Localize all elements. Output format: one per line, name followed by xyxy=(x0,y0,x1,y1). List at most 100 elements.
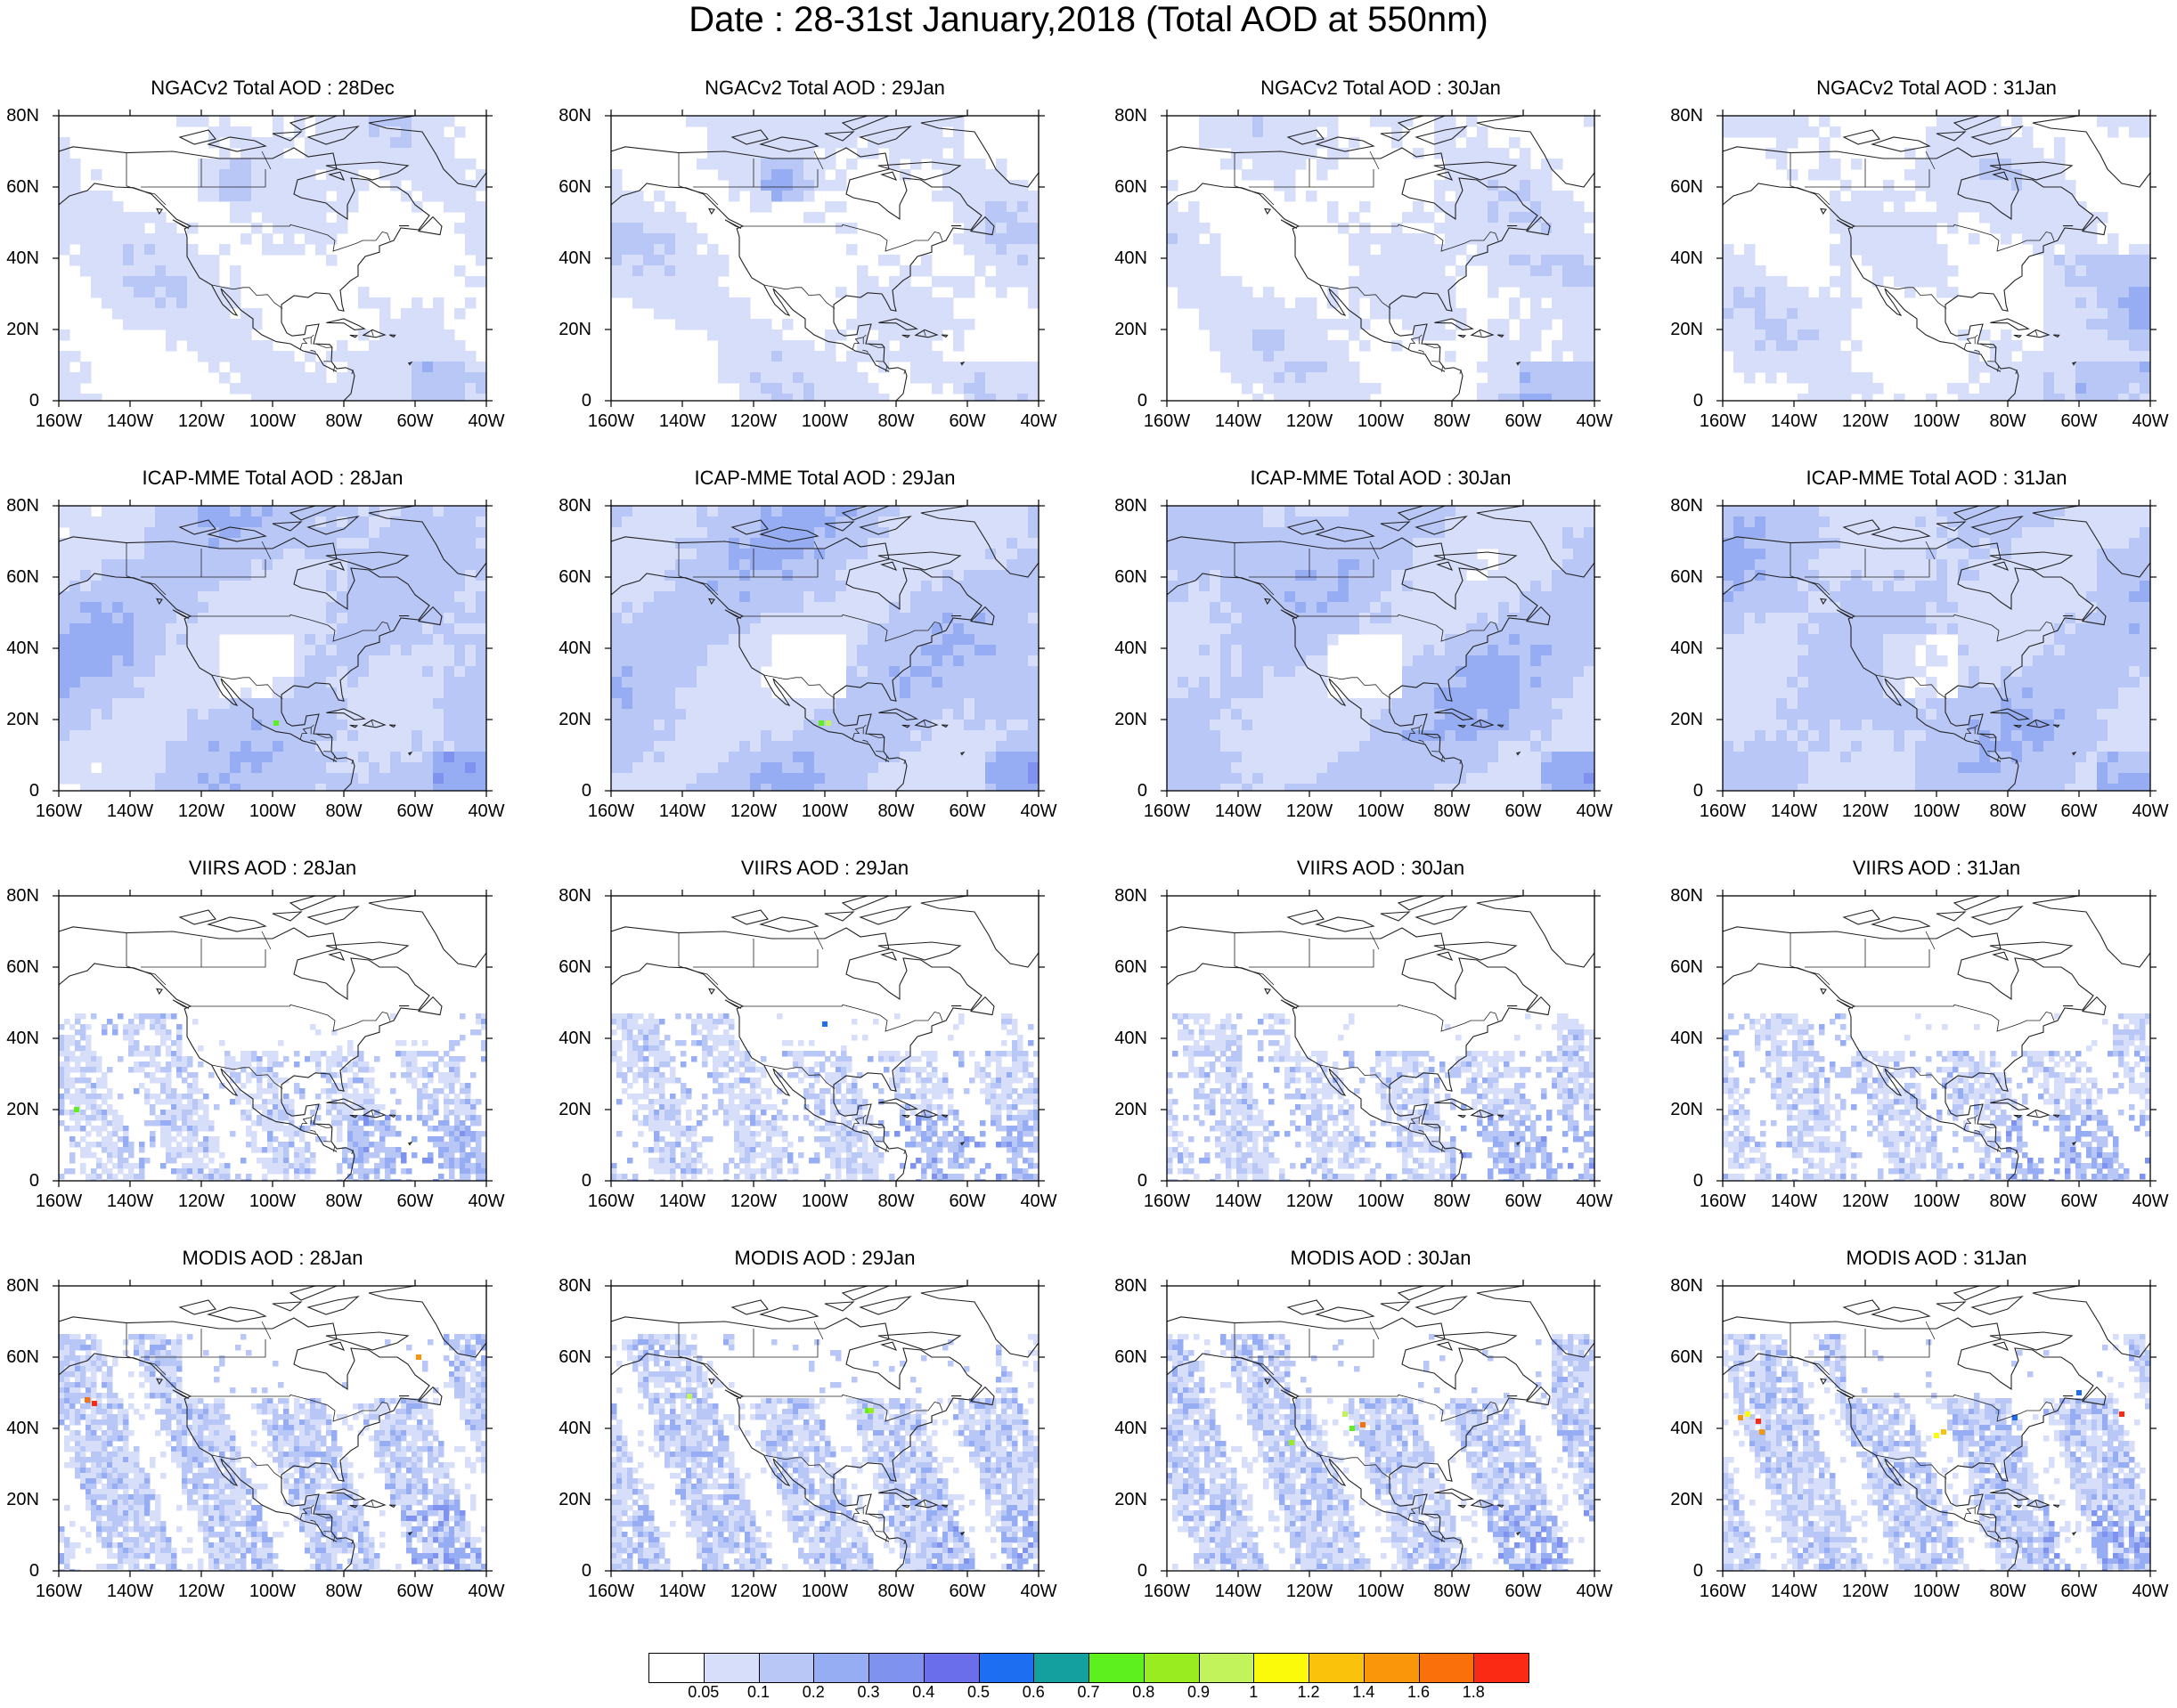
country-borders xyxy=(126,1321,391,1545)
panel-title: MODIS AOD : 29Jan xyxy=(734,1247,916,1269)
country-borders xyxy=(678,150,943,375)
x-tick-label: 160W xyxy=(587,411,635,431)
y-tick-label: 20N xyxy=(559,710,591,729)
aod-field xyxy=(1167,1013,1594,1181)
x-tick-label: 140W xyxy=(658,1192,706,1211)
y-tick-label: 60N xyxy=(1670,177,1703,197)
colorbar xyxy=(648,1653,1529,1685)
coastlines xyxy=(1167,116,1594,401)
y-tick-label: 0 xyxy=(581,781,591,801)
axis-ticks xyxy=(53,110,493,407)
x-tick-label: 80W xyxy=(325,1192,363,1211)
aod-field xyxy=(59,1013,486,1181)
map-plot xyxy=(53,890,493,1187)
map-plot xyxy=(1716,890,2157,1187)
colorbar-label: 0.5 xyxy=(966,1683,991,1701)
map-panel: ICAP-MME Total AOD : 30Jan 80N 60N 40N 20N 0 1… xyxy=(1108,467,1625,850)
colorbar-label: 0.2 xyxy=(802,1683,825,1701)
colorbar-label: 1.4 xyxy=(1352,1683,1375,1701)
y-tick-label: 0 xyxy=(1137,1561,1147,1581)
colorbar-swatch xyxy=(1198,1653,1255,1683)
y-tick-label: 20N xyxy=(1670,1490,1703,1509)
y-tick-label: 80N xyxy=(1670,1276,1703,1296)
axis-ticks xyxy=(1716,110,2157,407)
map-plot xyxy=(53,500,493,797)
x-tick-label: 140W xyxy=(106,411,154,431)
y-tick-label: 40N xyxy=(6,1029,39,1048)
x-tick-label: 80W xyxy=(325,801,363,821)
colorbar-label: 1.6 xyxy=(1406,1683,1431,1701)
coastlines xyxy=(611,116,1039,401)
map-plot xyxy=(1716,110,2157,407)
colorbar-label: 0.3 xyxy=(857,1683,880,1701)
map-plot xyxy=(605,890,1045,1187)
x-tick-label: 160W xyxy=(1143,801,1191,821)
map-plot xyxy=(1161,500,1601,797)
colorbar-swatch xyxy=(1418,1653,1475,1683)
x-tick-label: 160W xyxy=(1699,801,1747,821)
x-tick-label: 160W xyxy=(1699,411,1747,431)
x-tick-label: 140W xyxy=(106,1192,154,1211)
x-tick-label: 60W xyxy=(396,1582,434,1601)
country-borders xyxy=(1234,931,1499,1155)
x-tick-label: 120W xyxy=(177,801,225,821)
colorbar-swatch xyxy=(1143,1653,1200,1683)
y-tick-label: 60N xyxy=(1114,957,1147,977)
axis-ticks xyxy=(1161,110,1601,407)
x-tick-label: 120W xyxy=(177,411,225,431)
y-tick-label: 20N xyxy=(1114,1100,1147,1119)
x-tick-label: 120W xyxy=(177,1192,225,1211)
map-plot xyxy=(53,1280,493,1577)
y-tick-label: 0 xyxy=(29,1561,39,1581)
y-tick-label: 80N xyxy=(559,106,591,126)
map-plot xyxy=(1161,890,1601,1187)
map-panel: VIIRS AOD : 29Jan 80N 60N 40N 20N 0 160W 140W 12… xyxy=(552,857,1069,1240)
y-tick-label: 60N xyxy=(6,957,39,977)
x-tick-label: 60W xyxy=(1504,411,1542,431)
colorbar-swatch xyxy=(1033,1653,1089,1683)
x-tick-label: 100W xyxy=(249,801,297,821)
x-tick-label: 140W xyxy=(1770,801,1818,821)
y-tick-label: 20N xyxy=(6,710,39,729)
x-tick-label: 40W xyxy=(468,801,505,821)
y-tick-label: 80N xyxy=(6,106,39,126)
aod-field xyxy=(611,1334,1039,1571)
coastlines xyxy=(611,896,1039,1181)
x-tick-label: 160W xyxy=(1143,1192,1191,1211)
y-tick-label: 20N xyxy=(1114,320,1147,339)
aod-field xyxy=(1723,1334,2150,1571)
map-plot xyxy=(605,110,1045,407)
y-tick-label: 80N xyxy=(6,1276,39,1296)
colorbar-label: 0.8 xyxy=(1132,1683,1155,1701)
y-tick-label: 20N xyxy=(6,1490,39,1509)
x-tick-label: 80W xyxy=(1433,1582,1471,1601)
x-tick-label: 60W xyxy=(2060,1582,2098,1601)
x-tick-label: 120W xyxy=(1841,801,1889,821)
aod-hotspot xyxy=(92,1401,97,1406)
panel-title: NGACv2 Total AOD : 29Jan xyxy=(705,77,945,99)
x-tick-label: 80W xyxy=(1433,801,1471,821)
aod-hotspot xyxy=(74,1107,79,1112)
x-tick-label: 120W xyxy=(1285,1192,1333,1211)
colorbar-label: 0.7 xyxy=(1077,1683,1100,1701)
x-tick-label: 140W xyxy=(1770,411,1818,431)
colorbar-swatch xyxy=(978,1653,1035,1683)
country-borders xyxy=(1790,1321,2055,1545)
aod-hotspot xyxy=(1756,1419,1761,1424)
x-tick-label: 160W xyxy=(1143,411,1191,431)
axis-ticks xyxy=(1716,500,2157,797)
map-panel: ICAP-MME Total AOD : 31Jan 80N 60N 40N 20N 0 1… xyxy=(1664,467,2177,850)
aod-hotspot xyxy=(1934,1433,1939,1438)
x-tick-label: 100W xyxy=(249,1192,297,1211)
x-tick-label: 120W xyxy=(730,1582,778,1601)
y-tick-label: 80N xyxy=(1114,496,1147,516)
aod-field xyxy=(1723,116,2150,401)
colorbar-label: 0.4 xyxy=(912,1683,935,1701)
x-tick-label: 140W xyxy=(106,801,154,821)
aod-hotspot xyxy=(687,1394,692,1399)
x-tick-label: 160W xyxy=(587,801,635,821)
y-tick-label: 0 xyxy=(581,391,591,411)
coastlines xyxy=(1723,896,2150,1181)
y-tick-label: 60N xyxy=(559,177,591,197)
x-tick-label: 40W xyxy=(2132,411,2169,431)
